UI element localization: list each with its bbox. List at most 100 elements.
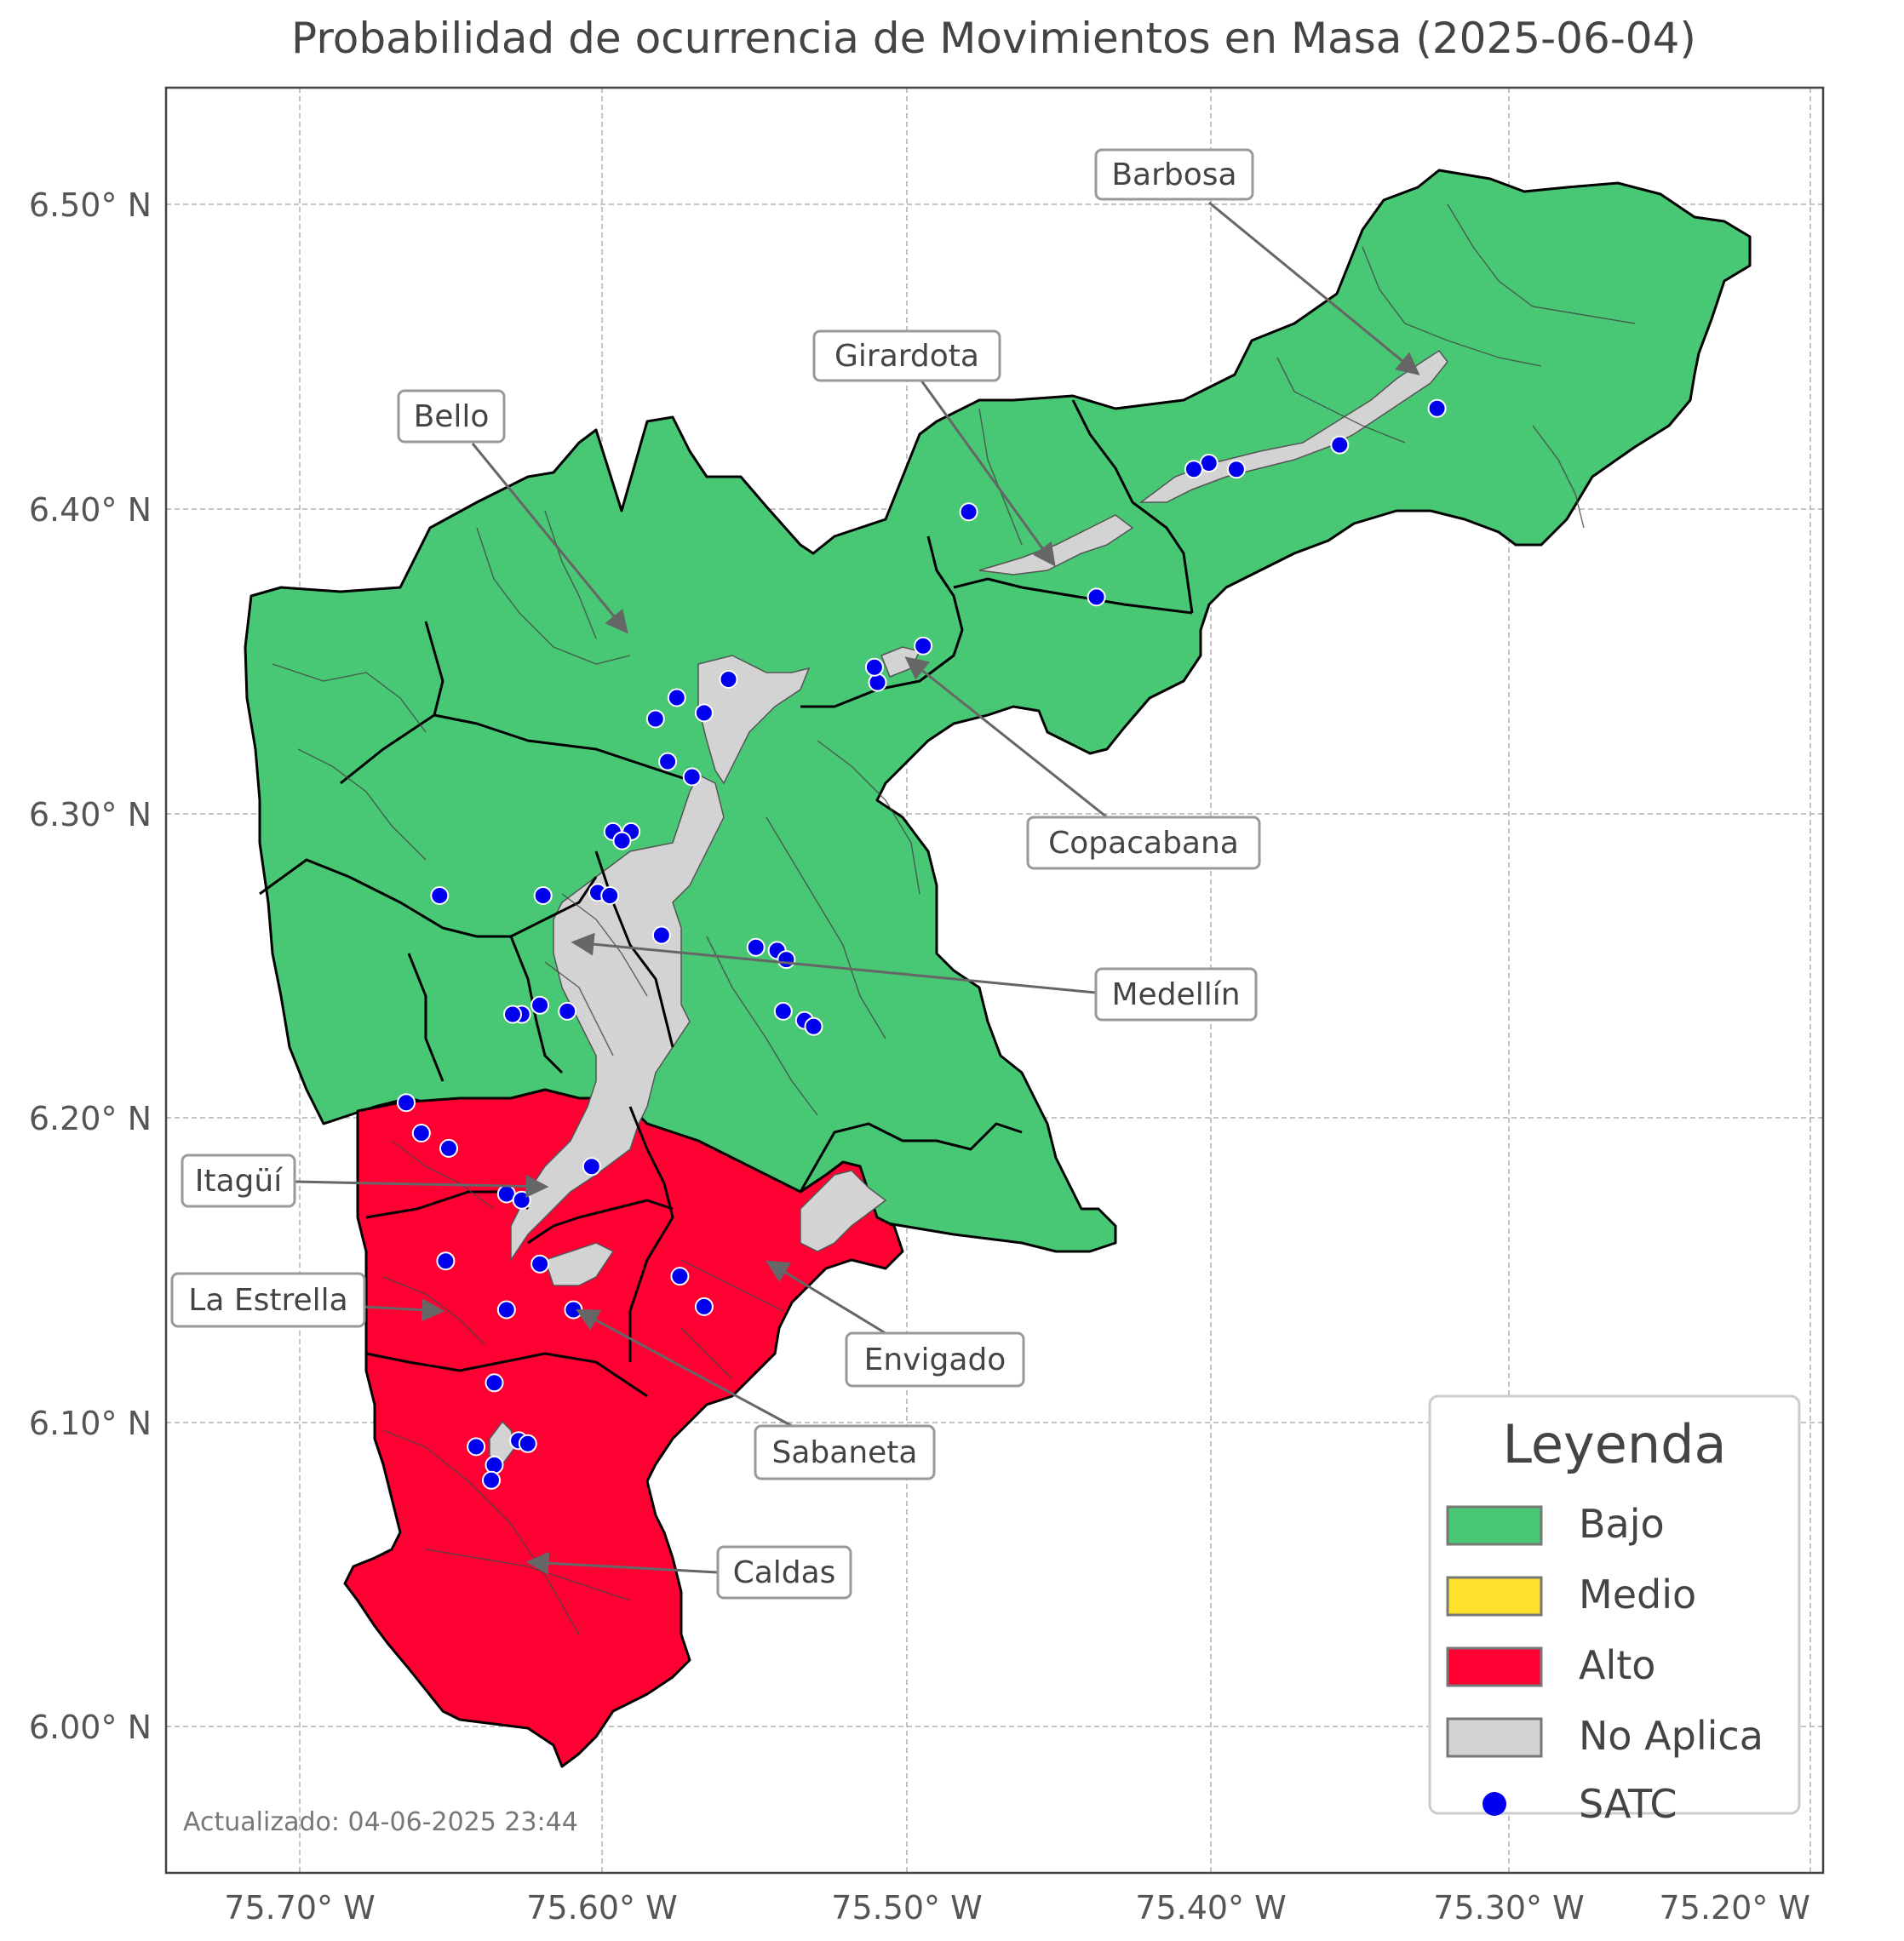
legend-swatch-bajo	[1446, 1505, 1543, 1546]
sector-line	[817, 740, 920, 895]
satc-station-marker	[868, 673, 887, 692]
satc-stations	[397, 398, 1447, 1490]
municipality-annotations: Barbosa Girardota Bello Copacabana Medel…	[170, 148, 1420, 1600]
legend-title: Leyenda	[1502, 1413, 1726, 1475]
annotation-label: Envigado	[864, 1343, 1006, 1377]
satc-station-marker	[564, 1300, 583, 1320]
x-tick-label: 75.60° W	[526, 1889, 677, 1927]
satc-station-marker	[694, 1297, 714, 1316]
satc-station-marker	[667, 688, 686, 707]
satc-station-marker	[600, 886, 620, 905]
x-tick-label: 75.70° W	[224, 1889, 375, 1927]
y-tick-label: 6.50° N	[29, 186, 152, 224]
annotation-arrow	[576, 1308, 793, 1428]
boundary-line	[594, 850, 674, 1048]
x-tick-label: 75.40° W	[1135, 1889, 1286, 1927]
annotation-box	[397, 389, 506, 444]
annotation-label: Copacabana	[1048, 826, 1239, 861]
x-axis: 75.70° W 75.60° W 75.50° W 75.40° W 75.3…	[224, 1889, 1810, 1927]
satc-station-marker	[746, 937, 766, 957]
boundary-line	[510, 876, 598, 938]
sector-line	[978, 408, 1023, 546]
satc-station-marker	[777, 950, 796, 970]
sector-line	[382, 1429, 580, 1635]
legend-swatch-medio	[1446, 1576, 1543, 1617]
annotation-box	[716, 1545, 852, 1600]
annotation-box	[754, 1424, 936, 1480]
satc-station-marker	[496, 1300, 516, 1320]
annotation-la-estrella: La Estrella	[170, 1272, 445, 1328]
satc-station-marker	[645, 709, 665, 729]
annotation-box	[845, 1331, 1025, 1388]
annotation-label: La Estrella	[188, 1283, 347, 1318]
updated-timestamp: Actualizado: 04-06-2025 23:44	[183, 1807, 578, 1837]
satc-station-marker	[533, 886, 553, 905]
legend-label: Alto	[1579, 1642, 1655, 1688]
y-tick-label: 6.20° N	[29, 1100, 152, 1137]
satc-station-marker	[430, 886, 450, 905]
sector-line	[391, 1140, 495, 1210]
boundary-line	[259, 858, 511, 938]
map-layers	[244, 169, 1752, 1768]
annotation-arrow	[525, 1551, 719, 1575]
sector-line	[544, 961, 614, 1056]
boundary-line	[433, 713, 699, 785]
sector-line	[680, 1259, 784, 1312]
y-axis: 6.50° N 6.40° N 6.30° N 6.20° N 6.10° N …	[29, 186, 152, 1746]
annotation-box	[181, 1154, 296, 1208]
satc-station-marker	[670, 1267, 690, 1286]
annotation-caldas: Caldas	[525, 1545, 852, 1600]
satc-station-marker	[651, 925, 671, 945]
boundary-line	[953, 577, 1193, 615]
satc-station-marker	[467, 1437, 486, 1457]
satc-station-marker	[530, 1254, 550, 1274]
satc-station-marker	[694, 703, 714, 723]
plot-area	[164, 86, 1825, 1875]
satc-station-marker	[1330, 435, 1350, 455]
boundary-line	[509, 936, 564, 1074]
annotation-copacabana: Copacabana	[904, 656, 1261, 870]
annotation-sabaneta: Sabaneta	[576, 1308, 936, 1480]
annotation-envigado: Envigado	[766, 1260, 1025, 1388]
satc-station-marker	[436, 1251, 456, 1271]
region-no-aplica-envigado	[800, 1170, 887, 1252]
annotation-arrow	[920, 380, 1056, 567]
satc-station-marker	[658, 752, 678, 771]
sector-line	[680, 1327, 733, 1380]
boundary-line	[1071, 399, 1194, 614]
satc-station-marker	[1184, 460, 1203, 479]
y-tick-label: 6.00° N	[29, 1709, 152, 1746]
satc-station-marker	[439, 1138, 458, 1158]
annotation-arrow	[904, 656, 1108, 819]
satc-station-marker	[582, 1157, 601, 1177]
legend-label: SATC	[1579, 1781, 1677, 1827]
sector-line	[561, 893, 648, 997]
municipality-boundaries	[259, 399, 1194, 1398]
legend-swatch-alto	[1446, 1646, 1543, 1687]
annotation-arrow	[766, 1260, 886, 1335]
annotation-box	[1026, 816, 1261, 870]
x-tick-label: 75.50° W	[831, 1889, 982, 1927]
annotation-box	[170, 1272, 366, 1328]
sector-line	[706, 936, 818, 1116]
annotation-arrow	[1208, 201, 1420, 375]
annotation-box	[1094, 148, 1254, 201]
satc-station-marker	[612, 831, 632, 850]
annotation-label: Bello	[414, 399, 490, 434]
legend-swatch-no-aplica	[1446, 1717, 1543, 1758]
annotation-arrow	[571, 932, 1097, 994]
x-tick-label: 75.30° W	[1433, 1889, 1584, 1927]
annotation-barbosa: Barbosa	[1094, 148, 1420, 375]
legend-label: Medio	[1579, 1572, 1696, 1618]
sector-line	[544, 510, 597, 639]
satc-station-marker	[558, 1001, 577, 1021]
satc-station-marker	[512, 1190, 531, 1210]
annotation-label: Barbosa	[1111, 157, 1236, 192]
annotation-box	[812, 329, 1001, 382]
sector-line	[1276, 357, 1406, 444]
boundary-line	[800, 535, 964, 708]
boundary-line	[340, 621, 444, 785]
annotation-arrow	[471, 443, 628, 634]
sector-line	[1362, 246, 1542, 367]
